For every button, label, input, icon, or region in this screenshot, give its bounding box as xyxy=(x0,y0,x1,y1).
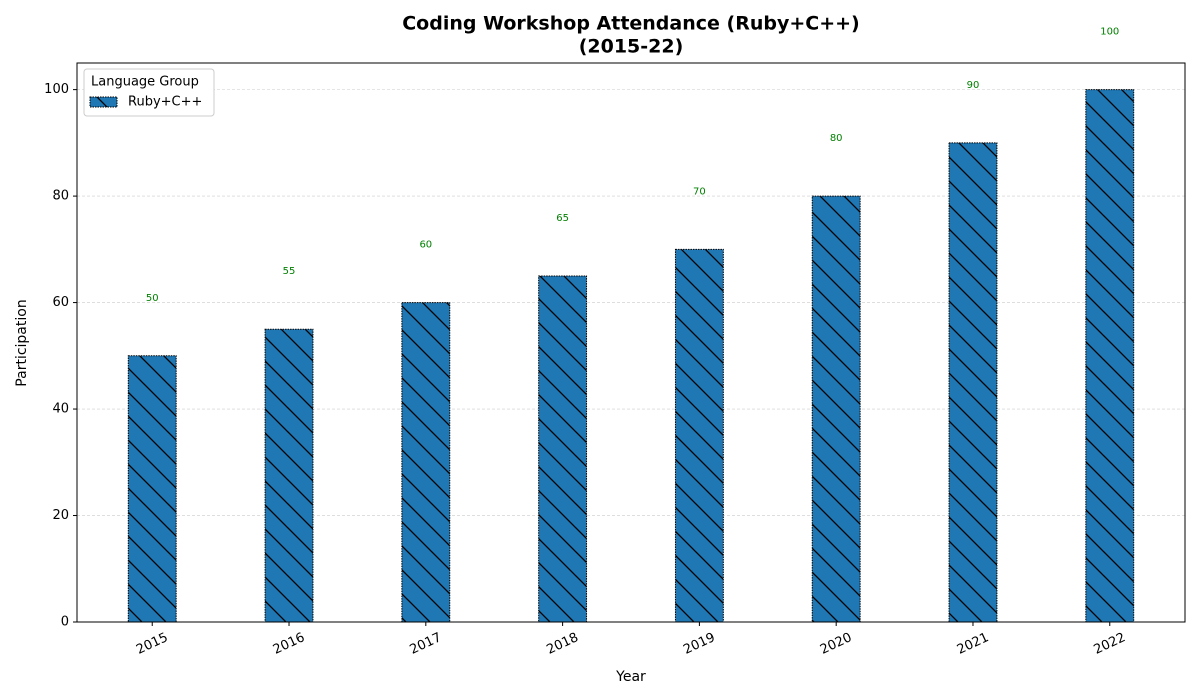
chart-title: (2015-22) xyxy=(579,36,684,58)
bar-hatch xyxy=(674,248,724,623)
y-tick-label: 0 xyxy=(61,615,69,630)
value-label: 80 xyxy=(830,133,843,144)
bar-hatch xyxy=(538,275,588,623)
legend-title: Language Group xyxy=(91,75,199,90)
value-label: 60 xyxy=(419,240,432,251)
bar-hatch xyxy=(264,328,314,623)
x-tick-label: 2022 xyxy=(1092,630,1128,658)
x-axis-label: Year xyxy=(615,669,646,685)
value-label: 70 xyxy=(693,186,706,197)
x-tick-label: 2021 xyxy=(955,630,991,658)
x-tick-label: 2018 xyxy=(544,630,580,658)
y-tick-label: 80 xyxy=(52,189,69,204)
bar-hatch xyxy=(1085,89,1135,623)
chart-title: Coding Workshop Attendance (Ruby+C++) xyxy=(402,13,860,35)
y-tick-label: 100 xyxy=(44,82,69,97)
x-tick-label: 2016 xyxy=(271,630,307,658)
legend-label: Ruby+C++ xyxy=(128,95,202,110)
x-tick-label: 2019 xyxy=(681,630,717,658)
value-label: 100 xyxy=(1100,27,1119,38)
x-tick-label: 2020 xyxy=(818,630,854,658)
y-tick-label: 60 xyxy=(52,295,69,310)
value-label: 65 xyxy=(556,213,569,224)
bar-hatch xyxy=(127,355,177,623)
bar-hatch xyxy=(811,195,861,623)
bar-hatch xyxy=(401,302,451,623)
value-label: 90 xyxy=(967,80,980,91)
y-axis-label: Participation xyxy=(14,299,30,386)
value-label: 55 xyxy=(283,266,296,277)
y-tick-label: 40 xyxy=(52,402,69,417)
plot-frame xyxy=(76,62,1186,623)
x-tick-label: 2017 xyxy=(408,630,444,658)
y-tick-label: 20 xyxy=(52,508,69,523)
x-tick-label: 2015 xyxy=(134,630,170,658)
value-label: 50 xyxy=(146,293,159,304)
legend-swatch-hatch xyxy=(89,96,118,108)
bar-hatch xyxy=(948,142,998,623)
